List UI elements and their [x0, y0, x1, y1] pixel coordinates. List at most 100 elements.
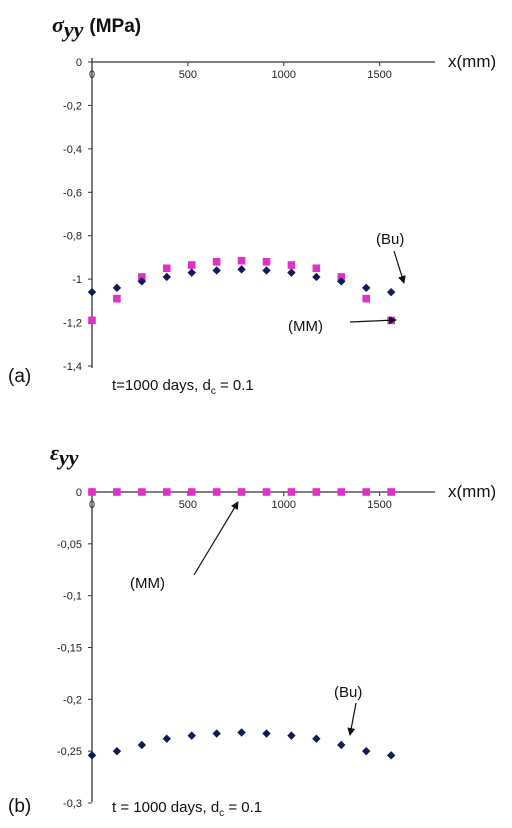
panel-a-point-mm	[113, 294, 121, 303]
panel-a-point-mm	[187, 261, 196, 269]
panel-b-y-tick-label: -0,1	[63, 591, 82, 603]
panel-a-stress-chart: σyy (MPa) x(mm) 0 500 1000 1500 0 -0,2 -0,4 -0,…	[8, 12, 496, 397]
panel-b-condition: t = 1000 days, dc = 0.1	[112, 799, 262, 819]
panel-b-arrow-mm	[193, 501, 239, 576]
panel-a-point-bu	[262, 266, 271, 275]
panel-a-point-mm	[312, 264, 321, 273]
panel-b-y-tick-label: -0,05	[57, 539, 82, 551]
panel-b-x-tick-label: 1500	[367, 499, 391, 511]
panel-b-annotation-bu: (Bu)	[334, 684, 362, 701]
panel-b-condition-sub: c	[219, 808, 224, 819]
panel-a-annotation-mm: (MM)	[288, 318, 323, 335]
panel-b-point-mm	[262, 488, 271, 496]
panel-a-point-bu	[212, 266, 221, 275]
panel-a-point-mm	[162, 264, 171, 273]
panel-b-annotation-mm: (MM)	[130, 575, 165, 592]
panel-b-point-mm	[113, 488, 121, 496]
panel-a-arrow-mm	[349, 316, 397, 325]
panel-a-title-unit: (MPa)	[89, 16, 141, 37]
panel-a-point-bu	[87, 287, 97, 297]
panel-a-x-axis-label: x(mm)	[448, 52, 496, 71]
panel-a-point-mm	[212, 257, 221, 266]
panel-a-x-tick-label: 1000	[272, 69, 296, 81]
panel-b-y-tick-label: -0,15	[57, 643, 82, 655]
panel-b-title-subscript: yy	[56, 445, 79, 470]
panel-b-point-mm	[138, 488, 146, 496]
panel-a-point-bu	[237, 265, 246, 274]
panel-b-point-bu	[386, 751, 396, 760]
panel-b-point-bu	[312, 734, 321, 743]
panel-b-point-mm	[387, 488, 395, 496]
panel-b-point-mm	[162, 488, 171, 496]
panel-a-y-tick-label: 0	[76, 57, 82, 69]
panel-a-y-tick-label: -0,8	[63, 231, 82, 243]
panel-b-point-mm	[88, 488, 96, 496]
panel-a-point-mm	[138, 273, 146, 281]
panel-b-point-bu	[137, 740, 147, 750]
panel-b-point-bu	[187, 731, 196, 740]
panel-a-y-tick-label: -0,2	[63, 100, 82, 112]
panel-a-point-bu	[362, 283, 371, 293]
panel-b-condition-text: t = 1000 days, d	[112, 799, 219, 816]
panel-a-y-tick-label: -1,4	[63, 361, 82, 373]
panel-b-series	[87, 488, 396, 760]
panel-b-y-tick-label: 0	[76, 487, 82, 499]
panel-a-y-tick-label: -0,6	[63, 187, 82, 199]
panel-a-point-bu	[386, 287, 396, 297]
panel-a-y-tick-label: -0,4	[63, 144, 82, 156]
panel-b-point-mm	[212, 488, 221, 496]
panel-a-point-bu	[337, 277, 346, 286]
panel-b-point-mm	[287, 488, 296, 496]
panel-a-condition-sub: c	[211, 386, 216, 397]
panel-b-point-bu	[112, 746, 122, 756]
panel-a-condition-value: = 0.1	[216, 377, 254, 394]
panel-a-point-mm	[362, 294, 371, 303]
panel-a-annotation-bu: (Bu)	[376, 231, 404, 248]
panel-a-point-bu	[162, 272, 171, 282]
panel-a-y-tick-label: -1	[72, 274, 82, 286]
panel-b-y-ticks: 0 -0,05 -0,1 -0,15 -0,2 -0,25 -0,3	[57, 487, 92, 810]
panel-a-point-bu	[112, 283, 122, 293]
panel-b-point-bu	[87, 751, 97, 760]
panel-a-condition-text: t=1000 days, d	[112, 377, 211, 394]
panel-b-point-mm	[362, 488, 371, 496]
panel-b-point-bu	[337, 740, 346, 750]
panel-a-arrow-bu	[393, 250, 406, 284]
panel-b-point-bu	[162, 734, 171, 743]
panel-a-condition: t=1000 days, dc = 0.1	[112, 377, 254, 397]
panel-a-point-mm	[262, 257, 271, 266]
panel-b-condition-value: = 0.1	[224, 799, 262, 816]
panel-a-point-mm	[88, 316, 96, 325]
panel-b-point-bu	[237, 728, 246, 737]
panel-a-title: σyy (MPa)	[52, 12, 141, 42]
panel-a-x-tick-label: 1500	[367, 69, 391, 81]
panel-b-point-bu	[262, 729, 271, 738]
panel-b-arrow-bu	[347, 702, 357, 736]
panel-a-point-mm	[287, 261, 296, 269]
panel-a-point-bu	[287, 268, 296, 277]
panel-b-point-mm	[237, 488, 246, 496]
panel-a-y-ticks: 0 -0,2 -0,4 -0,6 -0,8 -1 -1,2 -1,4	[63, 57, 92, 373]
panel-b-y-tick-label: -0,25	[57, 746, 82, 758]
panel-b-strain-chart: εyy x(mm) 0 500 1000 1500 0 -0,05 -0,1 -0,15 -0…	[8, 440, 496, 819]
panel-b-y-tick-label: -0,3	[63, 798, 82, 810]
panel-b-title: εyy	[50, 440, 79, 470]
panel-a-x-ticks: 0 500 1000 1500	[89, 62, 392, 81]
panel-b-x-tick-label: 500	[179, 499, 197, 511]
panel-b-point-mm	[337, 488, 346, 496]
panel-b-x-tick-label: 0	[89, 499, 95, 511]
panel-a-point-mm	[237, 256, 246, 265]
panel-a-title-symbol: σ	[52, 12, 65, 37]
panel-b-point-bu	[287, 731, 296, 740]
panel-b-title-symbol: ε	[50, 440, 59, 465]
panel-b-point-mm	[187, 488, 196, 496]
panel-a-title-subscript: yy	[61, 17, 84, 42]
panel-a-point-bu	[137, 277, 147, 286]
panel-a-point-bu	[187, 268, 196, 277]
panel-b-point-bu	[212, 729, 221, 738]
panel-b-x-tick-label: 1000	[272, 499, 296, 511]
panel-b-label: (b)	[8, 796, 31, 817]
panel-b-point-bu	[362, 746, 371, 756]
panel-b-x-axis-label: x(mm)	[448, 482, 496, 501]
